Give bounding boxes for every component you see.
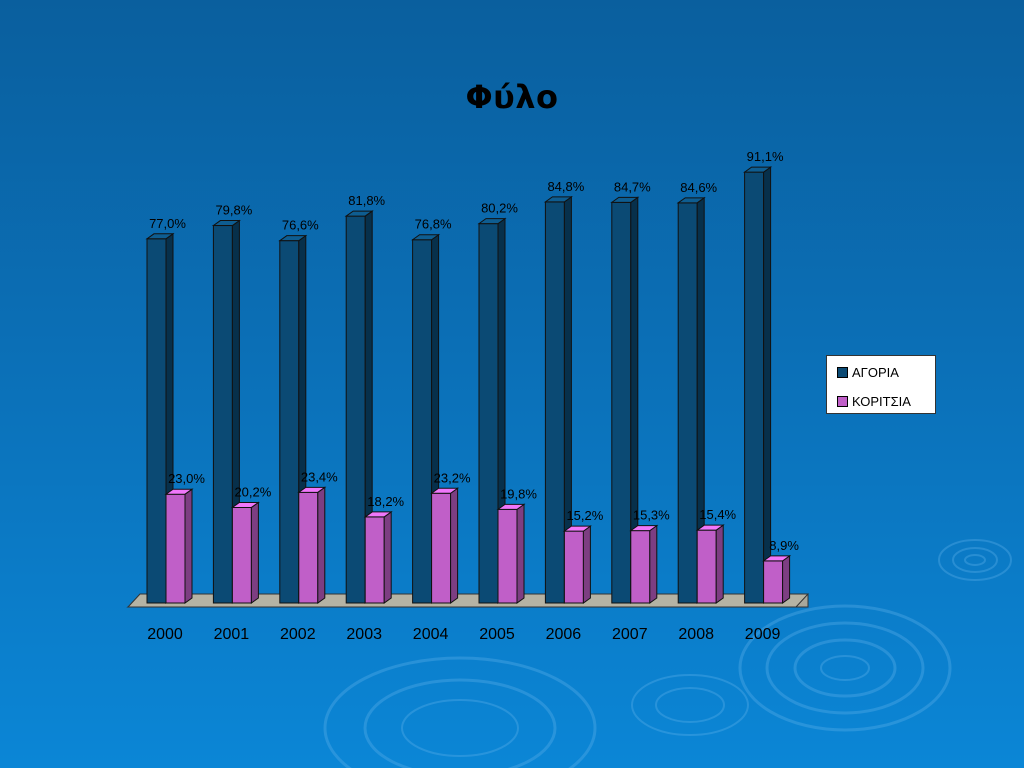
bar-boys-2004 (412, 239, 433, 604)
legend-swatch-boys (837, 366, 848, 378)
bar-top-boys-2000 (145, 233, 175, 240)
x-tick-label-2008: 2008 (678, 626, 714, 643)
bar-top-boys-2002 (278, 235, 308, 242)
data-label-girls-2007: 15,3% (633, 508, 670, 523)
bar-side-girls-2001 (250, 501, 259, 604)
bar-top-girls-2000 (164, 488, 194, 495)
bar-side-girls-2007 (649, 524, 658, 604)
bar-boys-2001 (212, 225, 233, 604)
x-tick-label-2002: 2002 (280, 626, 316, 643)
bar-boys-2005 (478, 223, 499, 604)
bar-girls-2006 (563, 530, 584, 604)
legend: ΑΓΟΡΙΑ ΚΟΡΙΤΣΙΑ (826, 355, 936, 414)
x-tick-label-2000: 2000 (147, 626, 183, 643)
legend-label-girls: ΚΟΡΙΤΣΙΑ (852, 393, 911, 409)
legend-label-boys: ΑΓΟΡΙΑ (852, 364, 899, 380)
data-label-girls-2005: 19,8% (500, 486, 537, 501)
bar-girls-2001 (231, 506, 252, 604)
data-label-boys-2003: 81,8% (348, 193, 385, 208)
bar-top-boys-2003 (344, 210, 374, 217)
bar-girls-2008 (696, 529, 717, 604)
bar-boys-2002 (279, 240, 300, 604)
bar-top-boys-2007 (610, 196, 640, 203)
legend-item-boys: ΑΓΟΡΙΑ (837, 364, 899, 380)
bar-side-girls-2003 (383, 510, 392, 604)
bar-boys-2008 (677, 202, 698, 604)
data-label-boys-2002: 76,6% (282, 218, 319, 233)
bar-girls-2004 (431, 492, 452, 604)
data-label-boys-2005: 80,2% (481, 201, 518, 216)
bar-top-girls-2006 (562, 525, 592, 532)
bar-boys-2009 (744, 171, 765, 604)
bar-girls-2003 (364, 516, 385, 604)
legend-item-girls: ΚΟΡΙΤΣΙΑ (837, 393, 911, 409)
x-tick-label-2003: 2003 (346, 626, 382, 643)
bar-girls-2000 (165, 493, 186, 604)
data-label-girls-2008: 15,4% (699, 507, 736, 522)
bar-side-girls-2008 (715, 524, 724, 604)
bar-top-girls-2007 (629, 525, 659, 532)
bar-boys-2000 (146, 238, 167, 604)
data-label-boys-2008: 84,6% (680, 180, 717, 195)
bar-side-girls-2000 (184, 488, 193, 604)
legend-swatch-girls (837, 395, 848, 407)
bar-top-boys-2009 (743, 166, 773, 173)
bar-girls-2005 (497, 508, 518, 604)
bar-top-boys-2005 (477, 218, 507, 225)
data-label-boys-2001: 79,8% (215, 203, 252, 218)
bar-top-boys-2004 (411, 234, 441, 241)
bar-side-girls-2004 (450, 487, 459, 604)
data-label-girls-2006: 15,2% (566, 508, 603, 523)
bar-side-girls-2009 (782, 554, 791, 604)
data-label-girls-2004: 23,2% (434, 470, 471, 485)
bar-top-boys-2006 (543, 196, 573, 203)
x-tick-label-2001: 2001 (214, 626, 250, 643)
bar-top-girls-2009 (762, 555, 792, 562)
x-tick-label-2006: 2006 (546, 626, 582, 643)
data-label-girls-2002: 23,4% (301, 469, 338, 484)
bar-boys-2003 (345, 215, 366, 604)
data-label-girls-2009: 8,9% (769, 538, 799, 553)
data-label-girls-2003: 18,2% (367, 494, 404, 509)
x-tick-label-2005: 2005 (479, 626, 515, 643)
bar-side-girls-2002 (317, 486, 326, 604)
x-tick-label-2009: 2009 (745, 626, 781, 643)
bar-girls-2009 (763, 560, 784, 604)
bar-top-boys-2001 (211, 220, 241, 227)
x-tick-label-2007: 2007 (612, 626, 648, 643)
bar-girls-2007 (630, 530, 651, 604)
bar-side-girls-2005 (516, 503, 525, 604)
bar-top-girls-2001 (230, 501, 260, 508)
data-label-boys-2006: 84,8% (547, 179, 584, 194)
data-label-girls-2000: 23,0% (168, 471, 205, 486)
bar-side-girls-2006 (582, 525, 591, 604)
data-label-girls-2001: 20,2% (234, 484, 271, 499)
data-label-boys-2007: 84,7% (614, 179, 651, 194)
chart-title: Φύλο (465, 78, 559, 116)
data-label-boys-2000: 77,0% (149, 216, 186, 231)
data-label-boys-2004: 76,8% (415, 217, 452, 232)
bar-top-girls-2004 (430, 487, 460, 494)
bar-boys-2006 (544, 201, 565, 604)
data-label-boys-2009: 91,1% (747, 149, 784, 164)
bar-girls-2002 (298, 491, 319, 604)
bar-top-boys-2008 (676, 197, 706, 204)
bar-top-girls-2005 (496, 503, 526, 510)
bar-top-girls-2003 (363, 511, 393, 518)
bar-top-girls-2008 (695, 524, 725, 531)
bar-boys-2007 (611, 201, 632, 604)
bar-top-girls-2002 (297, 486, 327, 493)
x-tick-label-2004: 2004 (413, 626, 449, 643)
